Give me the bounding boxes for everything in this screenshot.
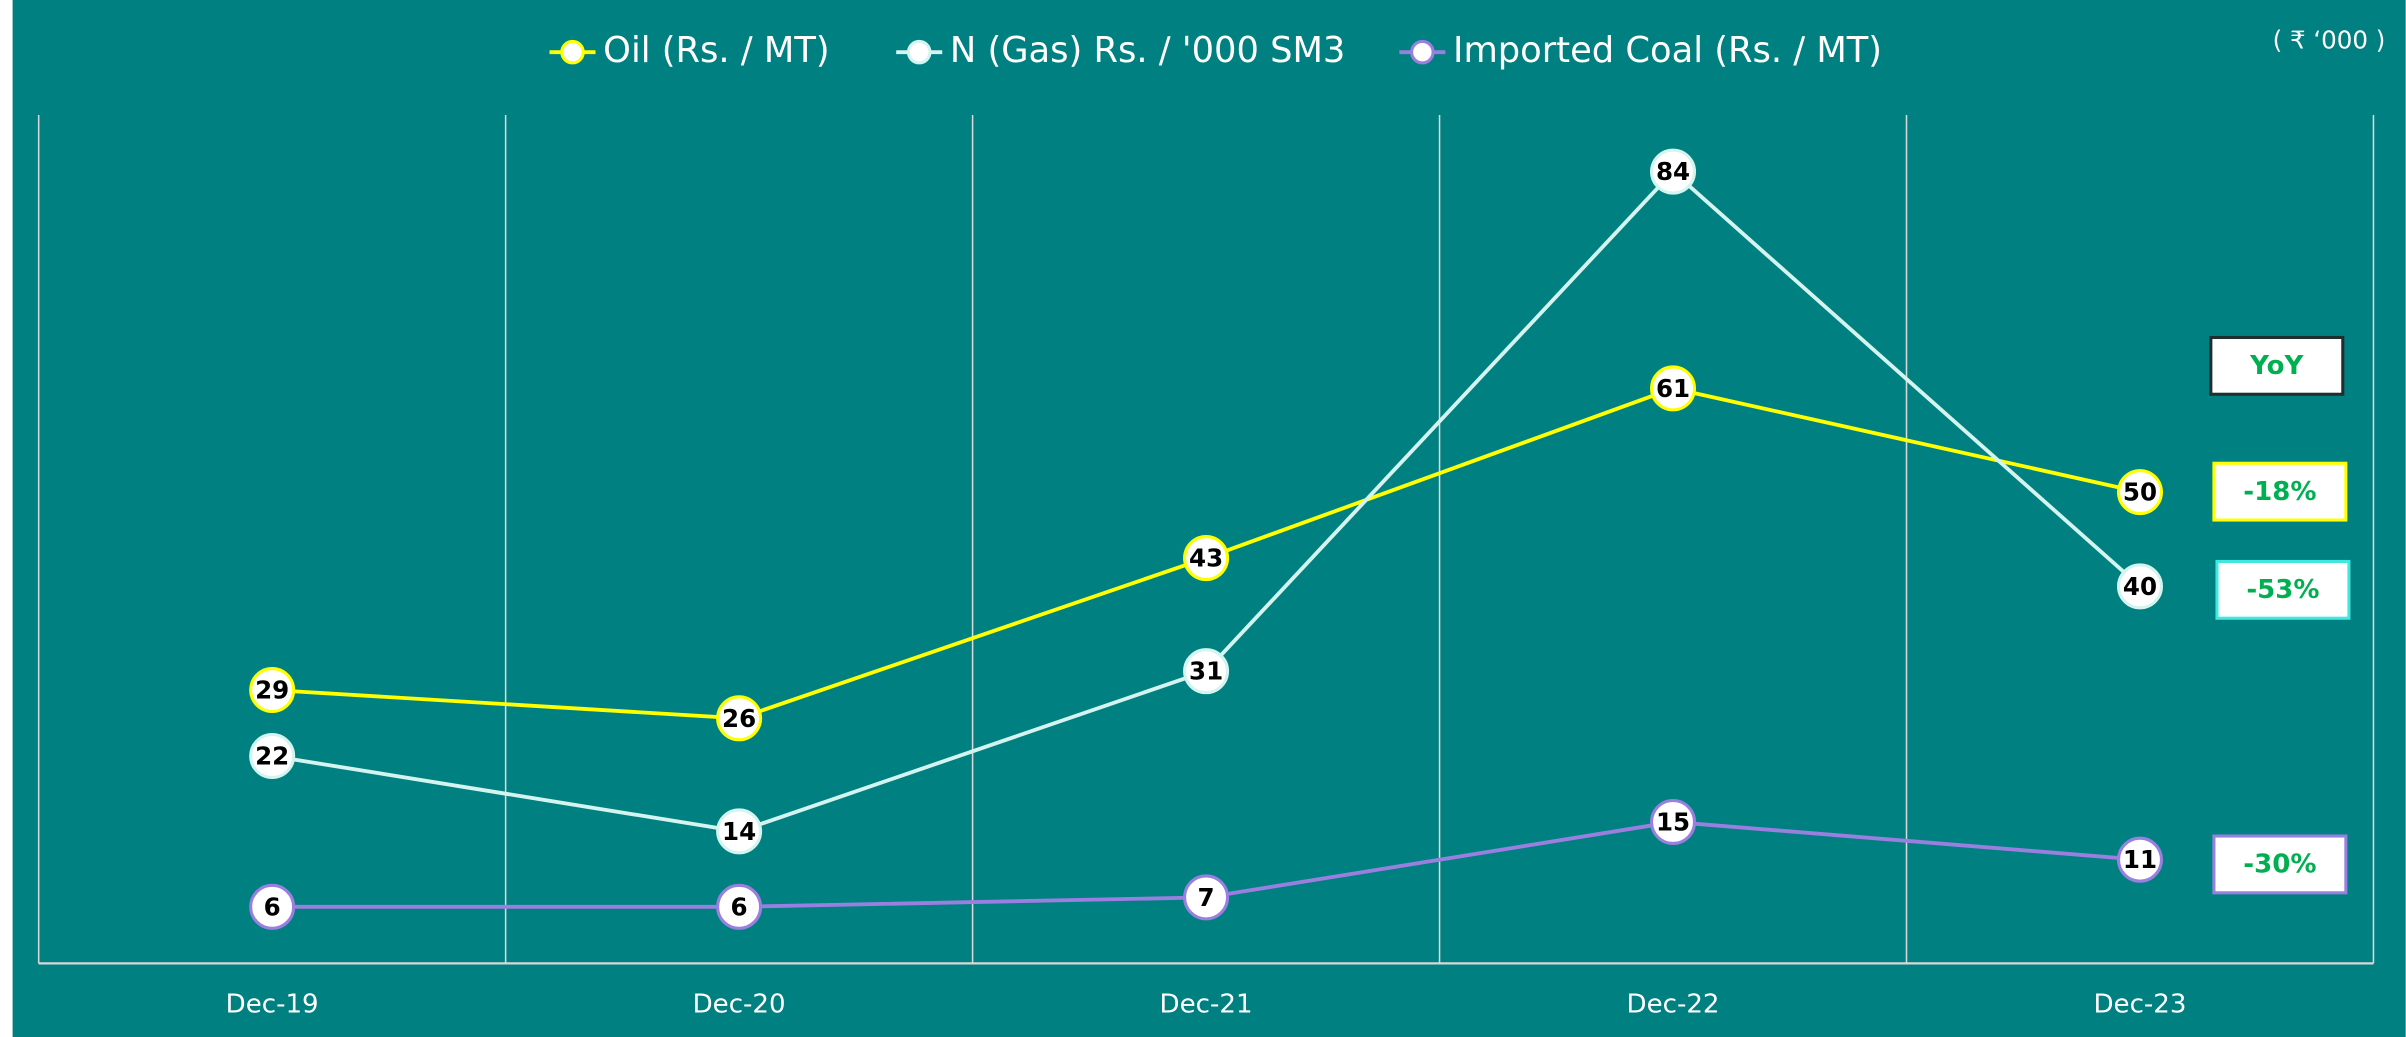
x-tick-label: Dec-20: [693, 989, 786, 1019]
data-label: 40: [2123, 572, 2157, 601]
data-point: [1650, 798, 1697, 845]
data-label: 26: [722, 704, 756, 733]
legend-label: N (Gas) Rs. / '000 SM3: [950, 30, 1345, 71]
annotation-text: YoY: [2249, 351, 2304, 381]
legend-marker: [560, 39, 585, 65]
data-label: 6: [264, 892, 281, 921]
x-tick-label: Dec-21: [1160, 989, 1253, 1019]
data-label: 50: [2123, 478, 2157, 507]
data-label: 61: [1656, 374, 1690, 403]
data-point: [716, 808, 763, 855]
annotation-box: [2215, 559, 2351, 620]
data-point: [249, 667, 296, 714]
data-point: [2116, 836, 2163, 883]
legend-marker: [1410, 39, 1435, 65]
data-point: [2116, 563, 2163, 610]
data-label: 29: [255, 676, 289, 705]
data-label: 84: [1656, 157, 1690, 186]
annotation-box: [2212, 461, 2348, 522]
data-label: 6: [731, 892, 748, 921]
annotation-text: -18%: [2243, 477, 2316, 507]
data-label: 15: [1656, 808, 1690, 837]
data-point: [716, 883, 763, 930]
x-tick-label: Dec-23: [2093, 989, 2186, 1019]
data-label: 31: [1189, 657, 1223, 686]
annotation-box: [2209, 335, 2345, 396]
legend-label: Oil (Rs. / MT): [603, 30, 829, 71]
x-tick-label: Dec-22: [1627, 989, 1720, 1019]
data-point: [249, 732, 296, 780]
x-tick-label: Dec-19: [226, 989, 319, 1019]
data-point: [1183, 535, 1230, 582]
data-label: 7: [1198, 883, 1215, 912]
data-point: [1650, 148, 1697, 195]
data-label: 22: [255, 742, 289, 771]
data-point: [249, 883, 296, 930]
data-label: 14: [722, 817, 756, 846]
annotation-box: [2212, 834, 2348, 895]
unit-label: ( ₹ ‘000 ): [2273, 25, 2386, 54]
data-point: [1183, 648, 1230, 695]
data-point: [1183, 874, 1230, 921]
data-point: [716, 695, 763, 742]
data-point: [1650, 365, 1697, 412]
legend-marker: [906, 39, 932, 65]
annotation-text: -53%: [2246, 575, 2319, 605]
chart-background: [12, 0, 2406, 1037]
legend-label: Imported Coal (Rs. / MT): [1453, 30, 1882, 71]
data-label: 43: [1189, 544, 1223, 573]
data-label: 11: [2123, 845, 2157, 874]
data-point: [2116, 469, 2163, 516]
annotation-text: -30%: [2243, 850, 2316, 880]
